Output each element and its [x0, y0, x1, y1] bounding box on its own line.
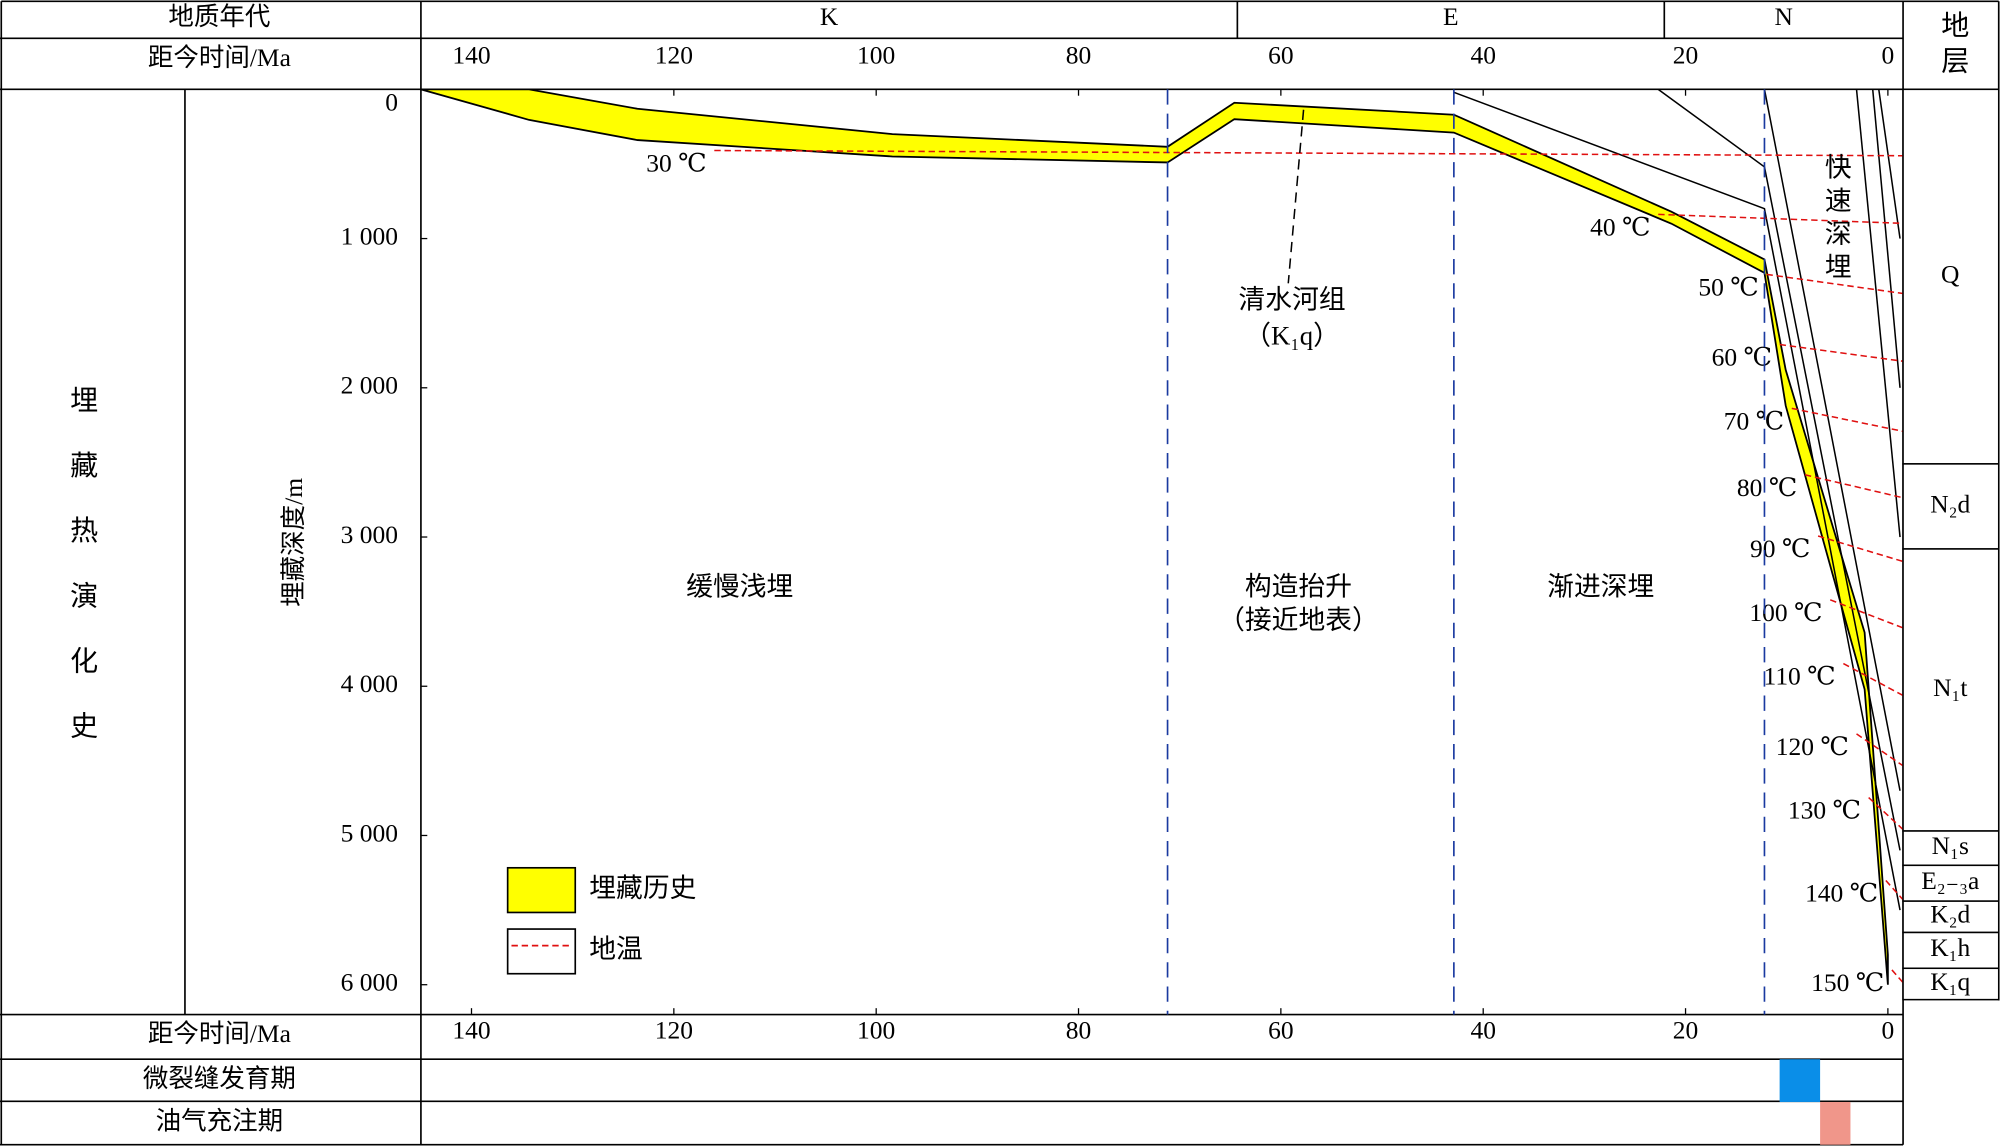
isotherm [1779, 343, 1904, 362]
isotherm-label: 50 ℃ [1698, 273, 1758, 302]
isotherm-label: 100 ℃ [1749, 598, 1822, 627]
isotherm [714, 149, 1904, 157]
event-label: 油气充注期 [156, 1107, 283, 1136]
stratum [1902, 88, 2000, 465]
isotherm-label: 90 ℃ [1750, 534, 1810, 563]
isotherm [1843, 662, 1904, 697]
isotherm [1868, 797, 1904, 831]
annotation-label: 清水河组 [1239, 285, 1346, 315]
x-tick-label: 80 [1066, 40, 1091, 69]
y-tick-label: 3 000 [341, 520, 398, 549]
isotherm-label: 150 ℃ [1811, 968, 1884, 997]
y-axis-title: 埋藏深度/m [279, 478, 308, 607]
x-tick-label: 0 [1882, 40, 1895, 69]
isotherm-label: 120 ℃ [1776, 732, 1849, 761]
x-axis-title: 距今时间/Ma [148, 1019, 291, 1048]
strata-header: 地层 [1937, 10, 1969, 82]
y-tick-label: 0 [385, 88, 398, 117]
stratum [1902, 900, 2000, 934]
annotation-leader [1287, 109, 1305, 284]
isotherm-label: 60 ℃ [1712, 343, 1772, 372]
y-tick-label: 6 000 [341, 968, 398, 997]
x-axis-title: 距今时间/Ma [148, 43, 291, 72]
stage-sublabel: （接近地表） [1218, 605, 1379, 635]
stratum-label: N₁s [1932, 831, 1969, 860]
event-bar [1820, 1101, 1851, 1145]
x-tick-label: 80 [1066, 1015, 1091, 1044]
x-tick-label: 140 [452, 40, 490, 69]
isotherm-label: 30 ℃ [646, 149, 706, 178]
isotherm-label: 130 ℃ [1788, 796, 1861, 825]
isotherm [1829, 599, 1904, 629]
stratum-label: K₂d [1930, 900, 1970, 929]
isotherm [1658, 213, 1904, 225]
x-tick-label: 60 [1268, 1015, 1293, 1044]
isotherm [1885, 880, 1904, 901]
legend-label: 埋藏历史 [589, 873, 696, 903]
stage-label: 缓慢浅埋 [686, 572, 793, 602]
stratum [1902, 864, 2000, 902]
stage-label: 快速深埋 [1821, 153, 1851, 286]
side-label: 埋藏热演化史 [66, 385, 98, 775]
legend-box [506, 928, 577, 975]
x-tick-label: 120 [655, 40, 693, 69]
period-label: N [1774, 2, 1792, 31]
period-label: E [1443, 2, 1459, 31]
x-tick-label: 60 [1268, 40, 1293, 69]
isotherm [1817, 535, 1904, 563]
period-label: K [820, 2, 839, 31]
x-tick-label: 100 [857, 1015, 895, 1044]
isotherm-label: 110 ℃ [1764, 662, 1836, 691]
legend-swatch [506, 866, 577, 914]
x-tick-label: 140 [452, 1015, 490, 1044]
stratum [1902, 830, 2000, 867]
stratum [1902, 463, 2000, 550]
y-tick-label: 2 000 [341, 371, 398, 400]
isotherm [1791, 407, 1904, 433]
annotation-sublabel: （K₁q） [1244, 320, 1340, 350]
x-tick-label: 0 [1882, 1015, 1895, 1044]
stratum [1902, 548, 2000, 832]
stratum-label: Q [1941, 259, 1959, 288]
formation-line [1453, 91, 1901, 911]
period-header: 地质年代 [168, 2, 270, 31]
stratum-label: N₂d [1930, 489, 1970, 518]
x-tick-label: 120 [655, 1015, 693, 1044]
formation-line [1871, 89, 1901, 388]
isotherm [1804, 474, 1904, 499]
isotherm-label: 80 ℃ [1737, 473, 1797, 502]
isotherm [1891, 969, 1904, 984]
x-tick-label: 40 [1470, 40, 1495, 69]
event-label: 微裂缝发育期 [143, 1064, 296, 1093]
isotherm-label: 70 ℃ [1724, 407, 1784, 436]
isotherm-label: 40 ℃ [1590, 213, 1650, 242]
stratum-label: N₁t [1933, 673, 1967, 702]
y-tick-label: 5 000 [341, 818, 398, 847]
y-tick-label: 4 000 [341, 669, 398, 698]
isotherm [1856, 733, 1904, 767]
isotherm-label: 140 ℃ [1805, 879, 1878, 908]
formation-line [1763, 89, 1901, 791]
formation-line [1878, 89, 1901, 239]
formation-line [1855, 89, 1901, 538]
stratum-label: K₁h [1930, 933, 1970, 962]
stage-label: 渐进深埋 [1547, 572, 1654, 602]
stratum [1902, 967, 2000, 1001]
stratum-label: E₂₋₃a [1921, 866, 1979, 895]
x-tick-label: 100 [857, 40, 895, 69]
isotherm [1766, 273, 1904, 295]
stratum-label: K₁q [1930, 967, 1970, 996]
burial-band [420, 88, 1889, 985]
y-tick-label: 1 000 [341, 221, 398, 250]
x-tick-label: 20 [1673, 1015, 1698, 1044]
x-tick-label: 40 [1470, 1015, 1495, 1044]
event-bar [1779, 1059, 1821, 1102]
stage-label: 构造抬升 [1245, 572, 1352, 602]
x-tick-label: 20 [1673, 40, 1698, 69]
legend-label: 地温 [589, 934, 643, 964]
